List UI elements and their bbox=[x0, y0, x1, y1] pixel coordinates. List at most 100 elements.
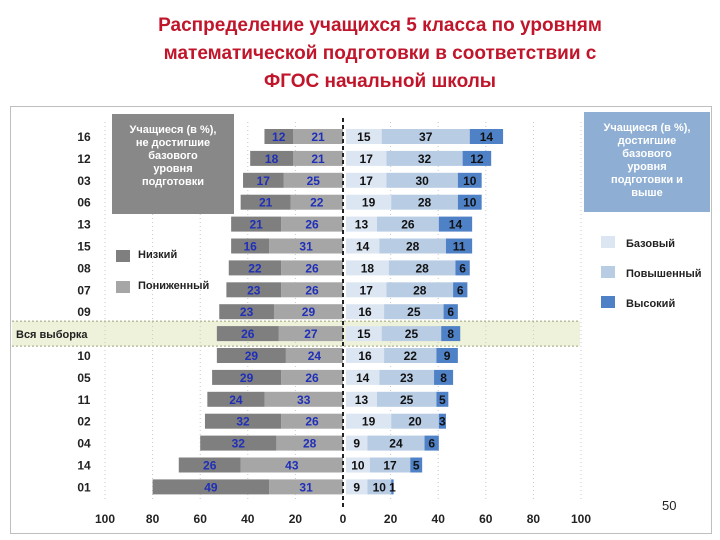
bar-increased bbox=[367, 435, 425, 451]
bar-reduced bbox=[269, 479, 343, 495]
value-label-basic: 15 bbox=[357, 327, 371, 341]
category-label: 06 bbox=[77, 196, 91, 210]
bar-high bbox=[436, 391, 449, 407]
bar-increased bbox=[379, 369, 435, 385]
value-label-basic: 10 bbox=[351, 459, 365, 473]
x-tick-label: 40 bbox=[241, 512, 255, 526]
value-label-basic: 17 bbox=[360, 152, 374, 166]
bar-high bbox=[438, 216, 473, 232]
bar-reduced bbox=[273, 304, 343, 320]
category-label: 03 bbox=[77, 174, 91, 188]
value-label-basic: 19 bbox=[362, 196, 376, 210]
value-label-low: 16 bbox=[244, 240, 258, 254]
bar-basic bbox=[346, 479, 368, 495]
value-label-high: 5 bbox=[439, 393, 446, 407]
category-label: 07 bbox=[77, 283, 91, 297]
value-label-increased: 10 bbox=[373, 480, 387, 494]
value-label-low: 21 bbox=[249, 218, 263, 232]
bar-low bbox=[264, 129, 294, 144]
value-label-increased: 30 bbox=[415, 174, 429, 188]
bar-high bbox=[457, 172, 482, 188]
legend-swatch-reduced bbox=[116, 281, 130, 293]
bar-high bbox=[455, 260, 470, 276]
value-label-low: 29 bbox=[245, 349, 259, 363]
bar-low bbox=[240, 194, 291, 210]
category-label: 08 bbox=[77, 261, 91, 275]
chart-title: Распределение учащихся 5 класса по уровн… bbox=[60, 12, 700, 96]
bar-basic bbox=[346, 260, 389, 276]
bar-high bbox=[453, 282, 468, 298]
bar-low bbox=[216, 326, 279, 342]
bar-low bbox=[152, 479, 270, 495]
bar-low bbox=[243, 172, 284, 188]
legend-label-low: Низкий bbox=[138, 249, 178, 261]
bar-low bbox=[219, 304, 274, 320]
bar-low bbox=[228, 260, 282, 276]
bar-reduced bbox=[290, 194, 343, 210]
bar-increased bbox=[391, 194, 458, 210]
value-label-low: 23 bbox=[240, 305, 254, 319]
value-label-increased: 17 bbox=[383, 459, 397, 473]
bar-basic bbox=[346, 282, 387, 298]
value-label-high: 6 bbox=[447, 305, 454, 319]
x-tick-label: 60 bbox=[479, 512, 493, 526]
bar-low bbox=[216, 348, 286, 363]
bar-increased bbox=[376, 216, 439, 232]
legend-label-reduced: Пониженный bbox=[138, 280, 210, 292]
bar-increased bbox=[388, 260, 456, 276]
category-label: 14 bbox=[77, 459, 91, 473]
value-label-high: 5 bbox=[413, 459, 420, 473]
category-label: 02 bbox=[77, 415, 91, 429]
not-reached-basic-caption: Учащиеся (в %), не достигшие базового ур… bbox=[112, 114, 234, 214]
bar-reduced bbox=[281, 282, 343, 298]
bar-low bbox=[231, 238, 270, 254]
category-label: 09 bbox=[77, 305, 91, 319]
bar-increased bbox=[369, 457, 411, 473]
bar-reduced bbox=[281, 260, 343, 276]
value-label-increased: 28 bbox=[418, 196, 432, 210]
x-tick-label: 80 bbox=[146, 512, 160, 526]
value-label-increased: 25 bbox=[405, 327, 419, 341]
bar-increased bbox=[381, 326, 442, 342]
value-label-reduced: 21 bbox=[311, 130, 325, 144]
bar-basic bbox=[346, 150, 387, 166]
value-label-basic: 16 bbox=[358, 305, 372, 319]
bar-reduced bbox=[285, 348, 343, 363]
x-tick-label: 60 bbox=[194, 512, 208, 526]
value-label-low: 22 bbox=[248, 261, 262, 275]
bar-increased bbox=[391, 413, 439, 429]
value-label-increased: 28 bbox=[415, 261, 429, 275]
bar-increased bbox=[384, 304, 444, 320]
caption-line: не достигшие bbox=[135, 137, 211, 149]
value-label-basic: 18 bbox=[361, 261, 375, 275]
x-tick-label: 40 bbox=[432, 512, 446, 526]
bar-low bbox=[178, 457, 241, 473]
bar-basic bbox=[346, 129, 382, 144]
bar-increased bbox=[367, 479, 392, 495]
bar-basic bbox=[346, 457, 370, 473]
caption-line: уровня bbox=[153, 163, 193, 175]
value-label-increased: 37 bbox=[419, 130, 433, 144]
bar-reduced bbox=[283, 172, 343, 188]
bar-reduced bbox=[281, 413, 343, 429]
bar-basic bbox=[346, 435, 368, 451]
value-label-high: 6 bbox=[457, 283, 464, 297]
value-label-basic: 13 bbox=[355, 393, 369, 407]
category-label: 15 bbox=[77, 240, 91, 254]
bar-high bbox=[391, 479, 394, 495]
bar-high bbox=[457, 194, 482, 210]
value-label-increased: 23 bbox=[400, 371, 414, 385]
x-tick-label: 100 bbox=[95, 512, 115, 526]
value-label-basic: 9 bbox=[353, 437, 360, 451]
legend-label-high: Высокий bbox=[626, 298, 676, 310]
value-label-reduced: 22 bbox=[310, 196, 324, 210]
bar-basic bbox=[346, 216, 377, 232]
reached-basic-caption: Учащиеся (в %), достигшие базового уровн… bbox=[584, 112, 710, 212]
value-label-reduced: 31 bbox=[299, 240, 313, 254]
category-label: 12 bbox=[77, 152, 91, 166]
value-label-high: 9 bbox=[444, 349, 451, 363]
value-label-high: 1 bbox=[389, 480, 396, 494]
bar-high bbox=[443, 304, 458, 320]
value-label-low: 18 bbox=[265, 152, 279, 166]
value-label-high: 3 bbox=[439, 415, 446, 429]
